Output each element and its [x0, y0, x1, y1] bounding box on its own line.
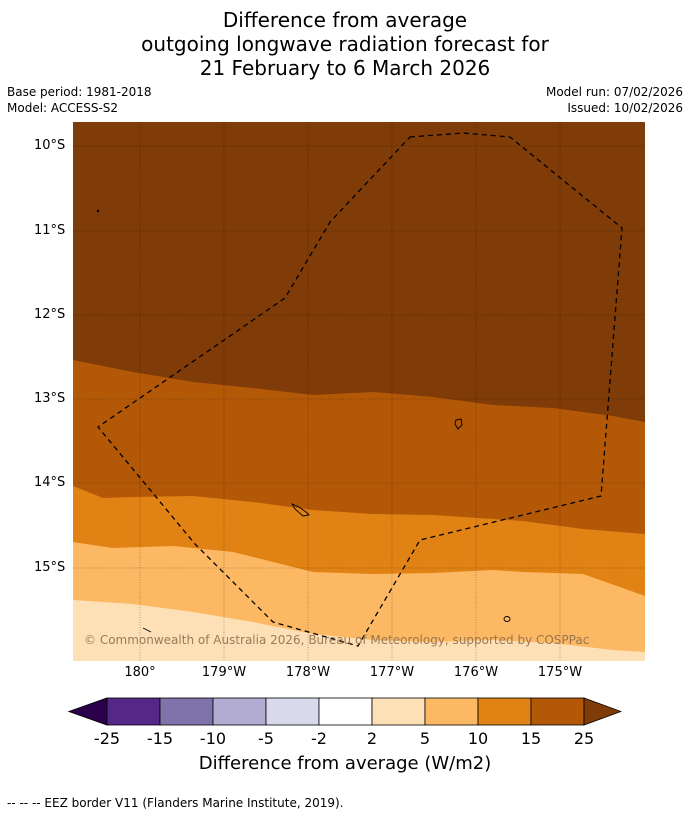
colorbar-tick-7: 5: [419, 729, 431, 748]
issued-date: Issued: 10/02/2026: [567, 101, 683, 115]
lat-label-11s: 11°S: [34, 223, 66, 238]
model-name: Model: ACCESS-S2: [7, 101, 119, 115]
title-line-1: Difference from average: [222, 8, 468, 32]
colorbar-bin-5: [318, 697, 373, 726]
lat-label-12s: 12°S: [34, 307, 66, 322]
islands: [96, 209, 511, 633]
colorbar-bin-9: [530, 697, 585, 726]
colorbar-bin-4: [265, 697, 320, 726]
lat-label-15s: 15°S: [34, 560, 66, 575]
base-period: Base period: 1981-2018: [7, 85, 152, 99]
lon-label-179w: 179°W: [201, 665, 247, 680]
eez-legend: -- -- -- EEZ border V11 (Flanders Marine…: [7, 796, 344, 810]
model-run: Model run: 07/02/2026: [545, 85, 683, 99]
colorbar-tick-9: 15: [520, 729, 542, 748]
meta-right: Model run: 07/02/2026 Issued: 10/02/2026: [546, 84, 683, 116]
colorbar-tick-4: -5: [258, 729, 274, 748]
colorbar-tick-8: 10: [467, 729, 489, 748]
eez-border: [97, 132, 623, 647]
colorbar-extend-low: [68, 697, 108, 726]
title-line-2: outgoing longwave radiation forecast for: [141, 32, 549, 56]
colorbar-tick-3: -10: [199, 729, 227, 748]
lon-label-180: 180°: [124, 665, 156, 680]
colorbar-bin-1: [106, 697, 161, 726]
colorbar-bin-2: [159, 697, 214, 726]
map-region-2to5: [73, 600, 645, 661]
map: [73, 122, 645, 661]
lat-label-14s: 14°S: [34, 475, 66, 490]
colorbar-bin-3: [212, 697, 267, 726]
title-line-3: 21 February to 6 March 2026: [199, 56, 491, 80]
colorbar-tick-10: 25: [573, 729, 595, 748]
colorbar-title: Difference from average (W/m2): [198, 753, 492, 774]
colorbar-bin-6: [371, 697, 426, 726]
lat-label-13s: 13°S: [34, 391, 66, 406]
lon-label-178w: 178°W: [285, 665, 331, 680]
grid-lines: [73, 122, 645, 661]
colorbar-tick-2: -15: [146, 729, 174, 748]
copyright-notice: © Commonwealth of Australia 2026, Bureau…: [84, 633, 590, 647]
colorbar-tick-6: 2: [366, 729, 378, 748]
colorbar-tick-5: -2: [311, 729, 327, 748]
colorbar-bin-8: [477, 697, 532, 726]
colorbar-bin-7: [424, 697, 479, 726]
meta-left: Base period: 1981-2018 Model: ACCESS-S2: [7, 84, 152, 116]
lon-label-176w: 176°W: [453, 665, 499, 680]
colorbar: [68, 697, 622, 726]
lat-label-10s: 10°S: [34, 138, 66, 153]
lon-label-175w: 175°W: [537, 665, 583, 680]
colorbar-tick-1: -25: [93, 729, 121, 748]
lon-label-177w: 177°W: [369, 665, 415, 680]
colorbar-extend-high: [583, 697, 622, 726]
chart-title: Difference from average outgoing longwav…: [0, 8, 690, 80]
